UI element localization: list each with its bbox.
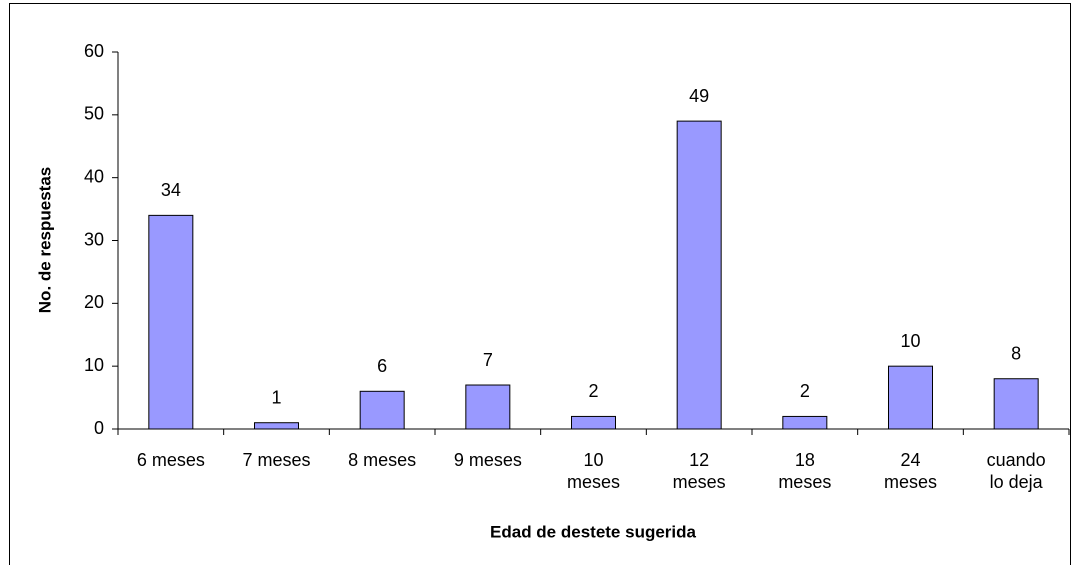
- value-label: 8: [1011, 343, 1021, 363]
- x-tick-label: 9 meses: [453, 450, 522, 470]
- y-tick-label: 60: [84, 41, 104, 61]
- x-tick-label: cuando lo deja: [986, 450, 1046, 492]
- y-tick-label: 20: [84, 292, 104, 312]
- bar: [359, 390, 405, 430]
- value-label: 7: [483, 350, 493, 370]
- x-tick-label: 12 meses: [672, 450, 726, 492]
- chart-frame: [9, 3, 1071, 565]
- value-label: 2: [588, 381, 598, 401]
- bar: [148, 214, 194, 430]
- bar: [676, 120, 722, 430]
- bar: [571, 415, 616, 430]
- value-label: 2: [800, 381, 810, 401]
- y-axis-title: No. de respuestas: [35, 167, 54, 313]
- x-tick-label: 6 meses: [136, 450, 205, 470]
- x-tick-label: 24 meses: [883, 450, 937, 492]
- x-tick-label: 18 meses: [778, 450, 832, 492]
- value-label: 10: [900, 331, 920, 351]
- value-label: 1: [271, 387, 281, 407]
- bar: [254, 422, 299, 430]
- value-label: 6: [377, 356, 387, 376]
- value-label: 34: [161, 180, 181, 200]
- bar: [465, 384, 511, 430]
- y-tick-label: 0: [94, 418, 104, 438]
- bar: [888, 365, 933, 430]
- x-axis-title: Edad de destete sugerida: [490, 522, 696, 541]
- y-tick-label: 50: [84, 104, 104, 124]
- x-tick-label: 8 meses: [348, 450, 417, 470]
- bar: [993, 378, 1039, 430]
- bar: [782, 415, 828, 430]
- y-tick-label: 40: [84, 166, 104, 186]
- value-label: 49: [689, 86, 709, 106]
- x-tick-label: 7 meses: [242, 450, 311, 470]
- x-tick-label: 10 meses: [566, 450, 620, 492]
- y-tick-label: 30: [84, 229, 104, 249]
- y-tick-label: 10: [84, 355, 104, 375]
